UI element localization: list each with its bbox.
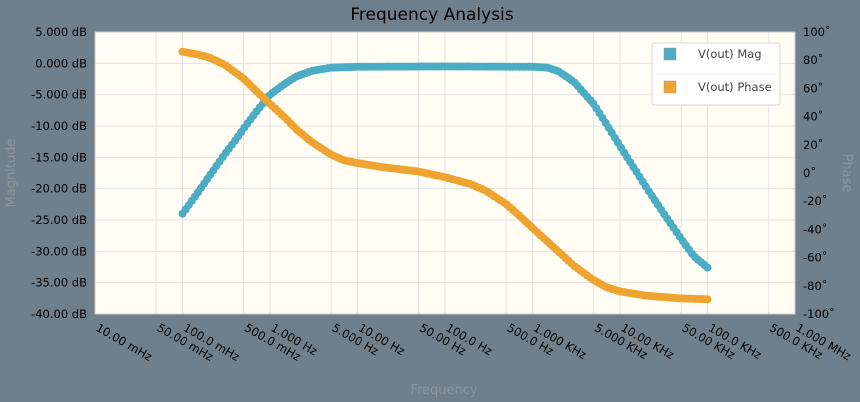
series-point	[703, 295, 712, 304]
chart-title: Frequency Analysis	[350, 5, 513, 25]
y-left-tick-label: -5.000 dB	[31, 88, 87, 102]
y-left-tick-label: -30.00 dB	[31, 244, 87, 258]
x-tick-label: 10.00 mHz	[94, 320, 155, 363]
y-right-tick-label: 0˚	[803, 165, 816, 180]
y-right-tick-label: 100˚	[803, 24, 831, 39]
y-left-tick-label: -10.00 dB	[31, 119, 87, 133]
y-right-tick-label: -60˚	[803, 250, 828, 265]
y-right-axis-ticks: 100˚ 80˚ 60˚ 40˚ 20˚ 0˚ -20˚ -40˚ -60˚ -80˚ -100˚	[803, 24, 835, 321]
y-left-tick-label: 5.000 dB	[35, 25, 87, 39]
y-left-tick-label: -35.00 dB	[31, 276, 87, 290]
series-point	[703, 263, 712, 272]
y-left-tick-label: 0.000 dB	[35, 56, 87, 70]
y-right-tick-label: -80˚	[803, 278, 828, 293]
series-phase	[178, 47, 712, 304]
y-right-tick-label: -20˚	[803, 193, 828, 208]
y-right-tick-label: 80˚	[803, 52, 823, 67]
y-left-tick-label: -40.00 dB	[31, 307, 87, 321]
y-right-tick-label: -100˚	[803, 306, 835, 321]
legend-swatch-mag	[663, 47, 677, 61]
legend-swatch-phase	[663, 80, 677, 94]
legend-label-phase: V(out) Phase	[698, 80, 772, 94]
series-layer	[178, 47, 712, 304]
plot-border	[94, 31, 796, 315]
y-right-tick-label: 20˚	[803, 137, 823, 152]
y-left-axis-label: Magnitude	[4, 139, 19, 208]
y-left-tick-label: -20.00 dB	[31, 182, 87, 196]
legend: V(out) Mag V(out) Phase	[651, 42, 781, 106]
y-left-tick-label: -25.00 dB	[31, 213, 87, 227]
y-left-tick-label: -15.00 dB	[31, 150, 87, 164]
y-right-tick-label: -40˚	[803, 221, 828, 236]
y-right-axis-label: Phase	[839, 154, 854, 193]
x-axis-label: Frequency	[410, 383, 477, 398]
y-right-tick-label: 40˚	[803, 109, 823, 124]
y-left-axis-ticks: 5.000 dB 0.000 dB -5.000 dB -10.00 dB -15.00…	[31, 25, 87, 321]
y-right-tick-label: 60˚	[803, 80, 823, 95]
legend-label-mag: V(out) Mag	[698, 47, 762, 61]
series-magnitude	[178, 62, 712, 272]
